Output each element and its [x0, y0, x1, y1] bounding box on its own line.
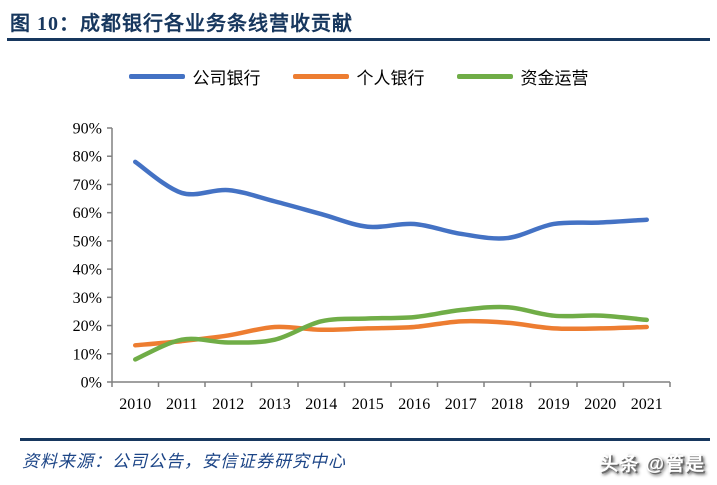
legend-line-swatch-treasury [456, 74, 513, 79]
watermark: 头条 @管是 [599, 454, 705, 475]
x-tick-label: 2010 [119, 396, 151, 413]
x-tick-label: 2016 [398, 396, 430, 413]
title-divider [7, 38, 710, 41]
y-tick-label: 80% [73, 149, 102, 166]
legend-label-corporate: 公司银行 [192, 69, 261, 88]
legend-label-treasury: 资金运营 [520, 69, 589, 88]
legend-line-swatch-corporate [128, 74, 185, 79]
legend-label-personal: 个人银行 [356, 69, 425, 88]
x-tick-label: 2014 [305, 396, 337, 413]
x-tick-label: 2015 [352, 396, 384, 413]
legend-line-swatch-personal [292, 74, 349, 79]
y-tick-label: 20% [73, 318, 102, 335]
x-tick-label: 2020 [584, 396, 616, 413]
chart-legend: 公司银行 个人银行 资金运营 [0, 64, 717, 89]
legend-item-corporate-banking: 公司银行 [128, 64, 261, 89]
figure-title: 图 10：成都银行各业务条线营收贡献 [10, 13, 353, 35]
series-line-0 [133, 159, 649, 241]
series-line-2 [133, 304, 649, 362]
source-note: 资料来源：公司公告，安信证券研究中心 [22, 452, 346, 471]
y-tick-label: 90% [73, 121, 102, 138]
x-tick-label: 2018 [491, 396, 523, 413]
x-tick-label: 2013 [259, 396, 291, 413]
y-tick-label: 70% [73, 177, 102, 194]
footer-divider [20, 438, 710, 441]
y-tick-label: 0% [81, 375, 102, 392]
legend-item-treasury-operations: 资金运营 [456, 64, 589, 89]
x-tick-label: 2011 [166, 396, 197, 413]
x-tick-label: 2017 [445, 396, 477, 413]
x-tick-label: 2021 [631, 396, 663, 413]
y-tick-label: 30% [73, 290, 102, 307]
x-tick-label: 2012 [212, 396, 244, 413]
y-tick-label: 60% [73, 205, 102, 222]
y-tick-label: 10% [73, 346, 102, 363]
legend-item-personal-banking: 个人银行 [292, 64, 425, 89]
x-tick-label: 2019 [538, 396, 570, 413]
series-line-1 [133, 318, 649, 348]
y-tick-label: 40% [73, 262, 102, 279]
y-tick-label: 50% [73, 233, 102, 250]
